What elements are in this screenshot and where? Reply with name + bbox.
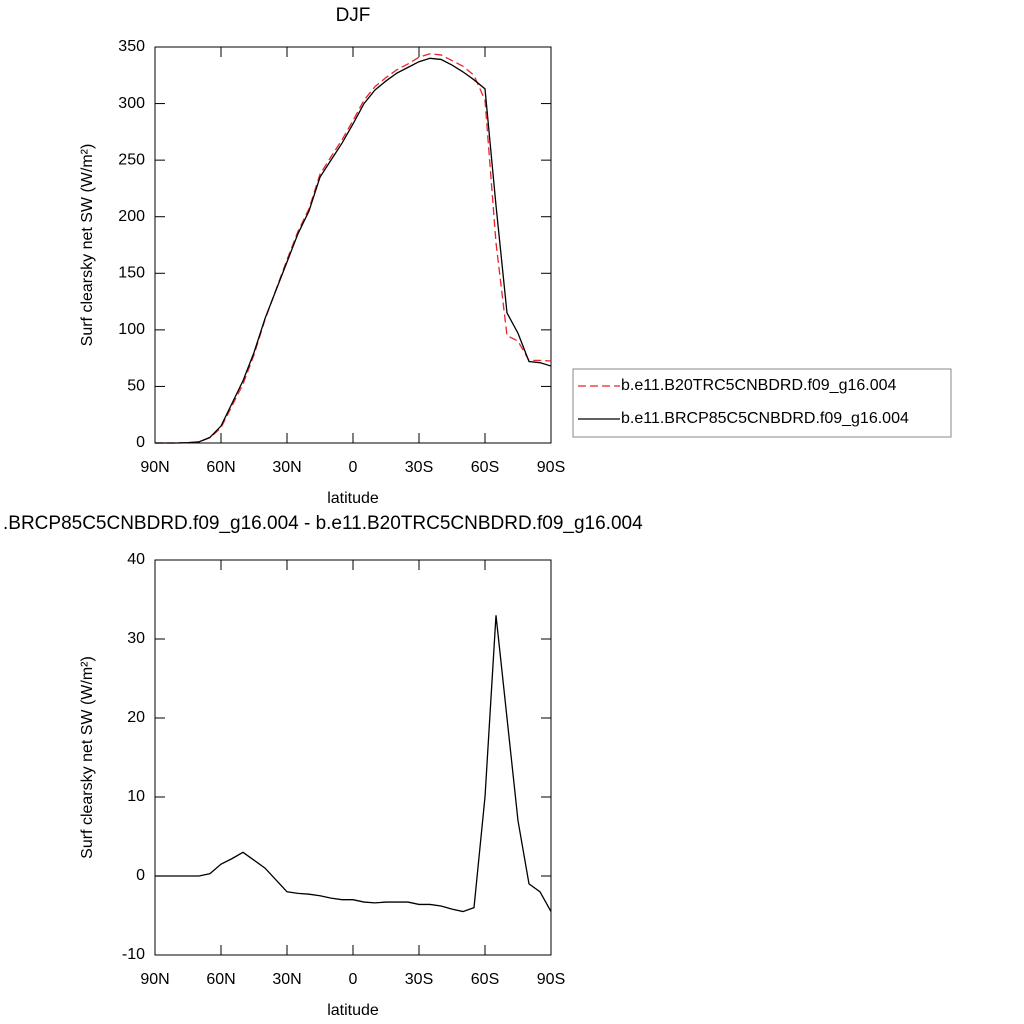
series-line <box>155 615 552 913</box>
x-axis-label: latitude <box>327 1002 379 1019</box>
chart-title: DJF <box>336 5 371 26</box>
y-tick-label: 30 <box>127 630 145 647</box>
y-tick-label: 100 <box>118 321 145 338</box>
y-tick-label: 250 <box>118 151 145 168</box>
y-tick-label: 50 <box>127 378 145 395</box>
plot-frame <box>154 559 552 956</box>
series-line <box>155 53 552 444</box>
x-tick-label: 60N <box>206 459 235 476</box>
x-tick-label: 30S <box>405 971 433 988</box>
x-tick-label: 0 <box>349 459 358 476</box>
x-tick-label: 90N <box>140 971 169 988</box>
y-tick-label: 150 <box>118 265 145 282</box>
y-tick-label: 20 <box>127 709 145 726</box>
plot-frame <box>154 46 552 444</box>
legend-box <box>572 368 952 438</box>
x-tick-label: 90S <box>537 459 565 476</box>
x-tick-label: 30N <box>272 459 301 476</box>
y-tick-label: 0 <box>136 867 145 884</box>
y-tick-label: 200 <box>118 208 145 225</box>
y-axis-label: Surf clearsky net SW (W/m²) <box>79 144 96 347</box>
legend-label: b.e11.B20TRC5CNBDRD.f09_g16.004 <box>621 377 897 394</box>
y-tick-label: 10 <box>127 788 145 805</box>
y-tick-label: -10 <box>122 946 145 963</box>
x-tick-label: 60S <box>471 971 499 988</box>
y-tick-label: 300 <box>118 95 145 112</box>
x-axis-label: latitude <box>327 490 379 507</box>
y-axis-label: Surf clearsky net SW (W/m²) <box>79 656 96 859</box>
chart-title: .BRCP85C5CNBDRD.f09_g16.004 - b.e11.B20T… <box>3 513 643 534</box>
x-tick-label: 90N <box>140 459 169 476</box>
series-line <box>155 57 552 444</box>
x-tick-label: 60N <box>206 971 235 988</box>
x-tick-label: 30N <box>272 971 301 988</box>
y-tick-label: 0 <box>136 434 145 451</box>
x-tick-label: 0 <box>349 971 358 988</box>
x-tick-label: 90S <box>537 971 565 988</box>
y-tick-label: 40 <box>127 551 145 568</box>
x-tick-label: 60S <box>471 459 499 476</box>
x-tick-label: 30S <box>405 459 433 476</box>
legend-label: b.e11.BRCP85C5CNBDRD.f09_g16.004 <box>621 410 909 427</box>
y-tick-label: 350 <box>118 38 145 55</box>
